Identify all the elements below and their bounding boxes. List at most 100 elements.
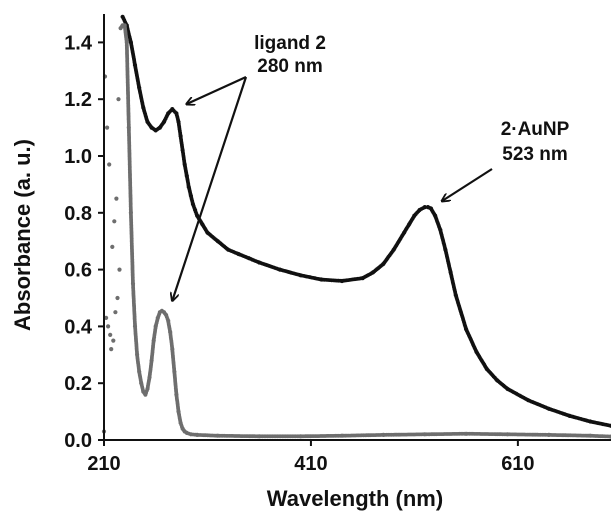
trace-dot [504, 385, 509, 390]
annotation-ligand-label: ligand 2 [254, 33, 326, 54]
axes-layer [103, 14, 611, 441]
trace-dot [338, 278, 343, 283]
trace-dot [186, 431, 191, 436]
trace-dot [124, 38, 129, 43]
trace-dot [586, 433, 591, 438]
trace-dot [141, 104, 145, 108]
trace-dot [421, 432, 425, 437]
trace-dot [165, 113, 170, 117]
trace-dot [145, 118, 149, 123]
trace-dot [545, 406, 550, 410]
x-tick-label: 410 [294, 453, 327, 475]
annotation-aunp-wavelength: 523 nm [502, 144, 567, 165]
trace-dot [380, 263, 384, 267]
trace-dot [338, 433, 343, 438]
trace-dot [131, 280, 135, 285]
trace-dot [214, 433, 219, 438]
trace-dot [184, 172, 189, 177]
trace-dot [126, 124, 131, 128]
trace-dot [317, 277, 322, 282]
trace-dot [119, 24, 124, 29]
y-tick-label: 0.0 [64, 430, 92, 452]
trace-dot [186, 183, 191, 188]
trace-dot [163, 311, 167, 316]
trace-dot [169, 108, 173, 113]
trace-dot [463, 325, 468, 330]
y-tick-label: 0.2 [64, 373, 92, 395]
trace-dot [421, 206, 425, 211]
trace-dot [151, 340, 156, 345]
trace-dot [504, 432, 508, 437]
data-point [116, 97, 121, 102]
trace-dot [524, 397, 529, 402]
data-point [110, 244, 115, 249]
data-point [109, 347, 114, 352]
trace-dot [144, 388, 149, 393]
trace-dot [401, 232, 406, 237]
x-axis-title: Wavelength (nm) [267, 486, 443, 511]
trace-dot [255, 434, 260, 439]
y-axis-title: Absorbance (a. u.) [10, 139, 35, 331]
trace-dot [255, 259, 260, 264]
trace-dot [234, 251, 239, 256]
trace-dot [180, 424, 184, 429]
trace-dot [607, 423, 611, 428]
trace-dot [462, 431, 467, 436]
trace-dot [390, 249, 395, 254]
trace-dot [192, 206, 197, 211]
trace-dot [359, 276, 363, 281]
y-tick-label: 0.8 [64, 203, 92, 225]
y-tick-label: 1.2 [64, 89, 92, 111]
trace-dot [204, 229, 209, 234]
trace-dot [432, 212, 437, 217]
trace-dot [139, 379, 143, 384]
arrow-aunp [442, 168, 493, 201]
trace-dot [190, 200, 195, 205]
trace-dot [180, 146, 185, 151]
trace-dot [369, 271, 374, 276]
data-point [104, 315, 109, 320]
trace-dot [181, 428, 186, 432]
trace-dot [416, 209, 421, 214]
trace-dot [176, 118, 181, 123]
trace-dot [443, 246, 447, 251]
trace-dot [182, 160, 187, 165]
x-tick-label: 210 [87, 453, 120, 475]
series-1 [101, 23, 611, 439]
data-point [108, 332, 113, 337]
data-point [117, 267, 122, 272]
data-point [115, 295, 120, 301]
trace-dot [545, 433, 550, 437]
data-point [107, 162, 112, 167]
trace-dot [174, 391, 179, 395]
trace-dot [437, 226, 442, 231]
trace-dot [165, 316, 170, 321]
trace-dot [155, 317, 160, 322]
trace-dot [132, 61, 137, 66]
trace-dot [245, 255, 250, 260]
trace-dot [156, 126, 161, 131]
trace-dot [170, 345, 175, 350]
data-point [111, 338, 116, 343]
trace-dot [135, 351, 139, 355]
trace-dot [473, 348, 478, 353]
trace-dot [448, 268, 453, 273]
series-0 [120, 14, 611, 428]
data-point [113, 310, 118, 315]
trace-dot [176, 408, 181, 412]
trace-dot [453, 291, 458, 296]
data-point [106, 324, 111, 329]
data-point [114, 196, 119, 201]
trace-dot [173, 110, 177, 114]
y-tick-label: 1.0 [64, 146, 92, 168]
trace-dot [172, 368, 177, 373]
trace-dot [225, 246, 229, 251]
arrow-ligand-black [186, 75, 247, 104]
y-tick-label: 0.6 [64, 260, 92, 282]
trace-dot [178, 132, 183, 137]
trace-dot [427, 205, 432, 210]
trace-dot [141, 388, 145, 392]
trace-dot [157, 312, 162, 316]
